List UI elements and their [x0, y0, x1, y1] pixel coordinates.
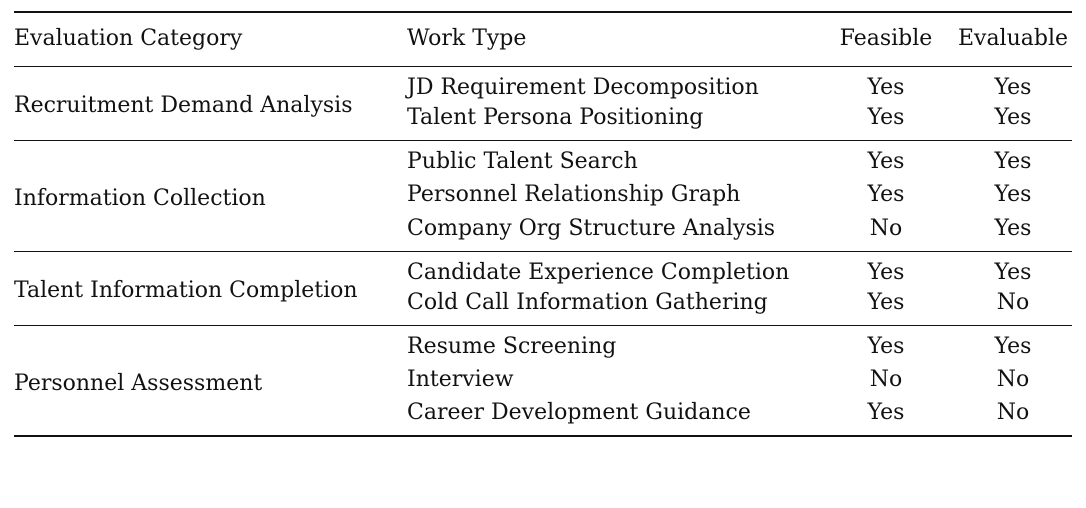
work-type-cell: Public Talent Search: [407, 149, 638, 175]
evaluation-table: Evaluation Category Work Type Feasible E…: [14, 11, 1072, 437]
feasible-cell: Yes: [867, 149, 905, 175]
evaluable-cell: Yes: [994, 104, 1032, 130]
table-row: Personnel Relationship Graph Yes Yes: [14, 177, 1072, 214]
header-evaluation-category: Evaluation Category: [14, 26, 243, 52]
category-cell: Recruitment Demand Analysis: [14, 93, 353, 119]
table-row: Career Development Guidance Yes No: [14, 399, 1072, 436]
evaluable-cell: Yes: [994, 75, 1032, 101]
evaluable-cell: No: [996, 400, 1030, 426]
feasible-cell: Yes: [867, 182, 905, 208]
evaluable-cell: Yes: [994, 149, 1032, 175]
work-type-cell: Cold Call Information Gathering: [407, 289, 768, 315]
table-group: Personnel Assessment Resume Screening Ye…: [14, 325, 1072, 436]
work-type-cell: Company Org Structure Analysis: [407, 215, 776, 241]
table-row: Cold Call Information Gathering Yes No: [14, 288, 1072, 325]
category-cell: Information Collection: [14, 185, 266, 211]
feasible-cell: Yes: [867, 104, 905, 130]
header-evaluable: Evaluable: [957, 26, 1069, 52]
work-type-cell: Resume Screening: [407, 334, 617, 360]
table-row: Interview No No: [14, 362, 1072, 399]
evaluable-cell: Yes: [994, 182, 1032, 208]
work-type-cell: JD Requirement Decomposition: [407, 75, 759, 101]
feasible-cell: Yes: [867, 260, 905, 286]
header-feasible: Feasible: [839, 26, 933, 52]
feasible-cell: Yes: [867, 75, 905, 101]
evaluable-cell: Yes: [994, 215, 1032, 241]
header-row: Evaluation Category Work Type Feasible E…: [14, 12, 1072, 66]
table-row: Talent Information Completion Candidate …: [14, 251, 1072, 303]
evaluable-cell: Yes: [994, 334, 1032, 360]
evaluable-cell: No: [996, 289, 1030, 315]
table-group: Recruitment Demand Analysis JD Requireme…: [14, 66, 1072, 140]
table-header: Evaluation Category Work Type Feasible E…: [14, 12, 1072, 66]
feasible-cell: Yes: [867, 289, 905, 315]
table-row: Recruitment Demand Analysis JD Requireme…: [14, 66, 1072, 118]
evaluable-cell: No: [996, 367, 1030, 393]
work-type-cell: Interview: [407, 367, 514, 393]
work-type-cell: Career Development Guidance: [407, 400, 751, 426]
feasible-cell: No: [869, 367, 903, 393]
table-group: Talent Information Completion Candidate …: [14, 251, 1072, 325]
work-type-cell: Candidate Experience Completion: [407, 260, 790, 286]
work-type-cell: Talent Persona Positioning: [407, 104, 704, 130]
category-cell: Talent Information Completion: [14, 278, 358, 304]
work-type-cell: Personnel Relationship Graph: [407, 182, 741, 208]
feasible-cell: Yes: [867, 334, 905, 360]
evaluable-cell: Yes: [994, 260, 1032, 286]
feasible-cell: Yes: [867, 400, 905, 426]
table-group: Information Collection Public Talent Sea…: [14, 140, 1072, 251]
feasible-cell: No: [869, 215, 903, 241]
table-row: Talent Persona Positioning Yes Yes: [14, 103, 1072, 140]
header-work-type: Work Type: [407, 26, 527, 52]
table-row: Information Collection Public Talent Sea…: [14, 140, 1072, 211]
category-cell: Personnel Assessment: [14, 370, 263, 396]
table-row: Company Org Structure Analysis No Yes: [14, 214, 1072, 251]
table-row: Personnel Assessment Resume Screening Ye…: [14, 325, 1072, 396]
